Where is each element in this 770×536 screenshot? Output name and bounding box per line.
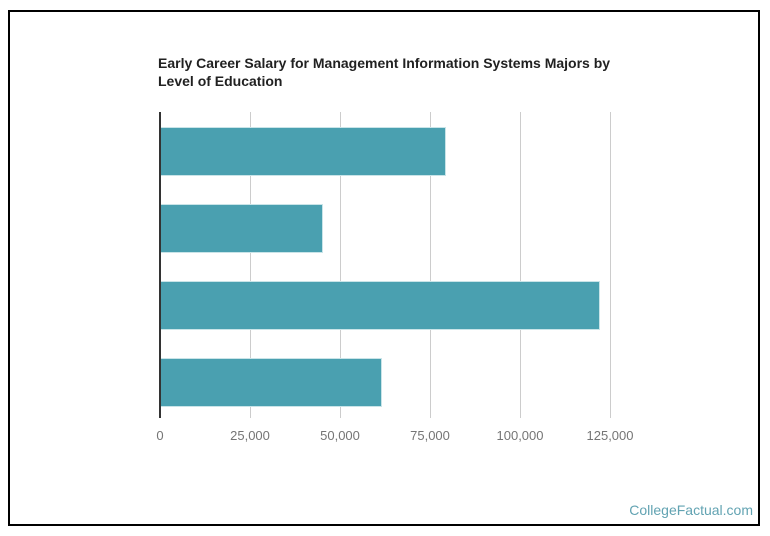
bar — [160, 204, 323, 253]
x-tick-label: 125,000 — [586, 428, 634, 443]
plot-area: 0 25,000 50,000 75,000 100,000 125,000 — [156, 112, 655, 443]
gridline — [519, 112, 521, 418]
chart-title: Early Career Salary for Management Infor… — [158, 54, 628, 90]
gridline — [339, 112, 341, 418]
x-tick-label: 0 — [156, 428, 164, 443]
gridline — [609, 112, 611, 418]
x-tick-label: 25,000 — [230, 428, 270, 443]
chart-title-line-1: Early Career Salary for Management Infor… — [158, 55, 611, 71]
gridline — [249, 112, 251, 418]
x-tick-label: 75,000 — [410, 428, 450, 443]
y-axis-line — [159, 112, 161, 418]
bar — [160, 127, 447, 176]
x-tick-label: 100,000 — [496, 428, 544, 443]
bar — [160, 358, 382, 407]
gridline — [429, 112, 431, 418]
bar — [160, 281, 601, 330]
chart-frame: Early Career Salary for Management Infor… — [8, 10, 760, 526]
x-tick-label: 50,000 — [320, 428, 360, 443]
chart-title-line-2: Level of Education — [158, 73, 283, 89]
watermark-collegefactual: CollegeFactual.com — [629, 502, 753, 518]
